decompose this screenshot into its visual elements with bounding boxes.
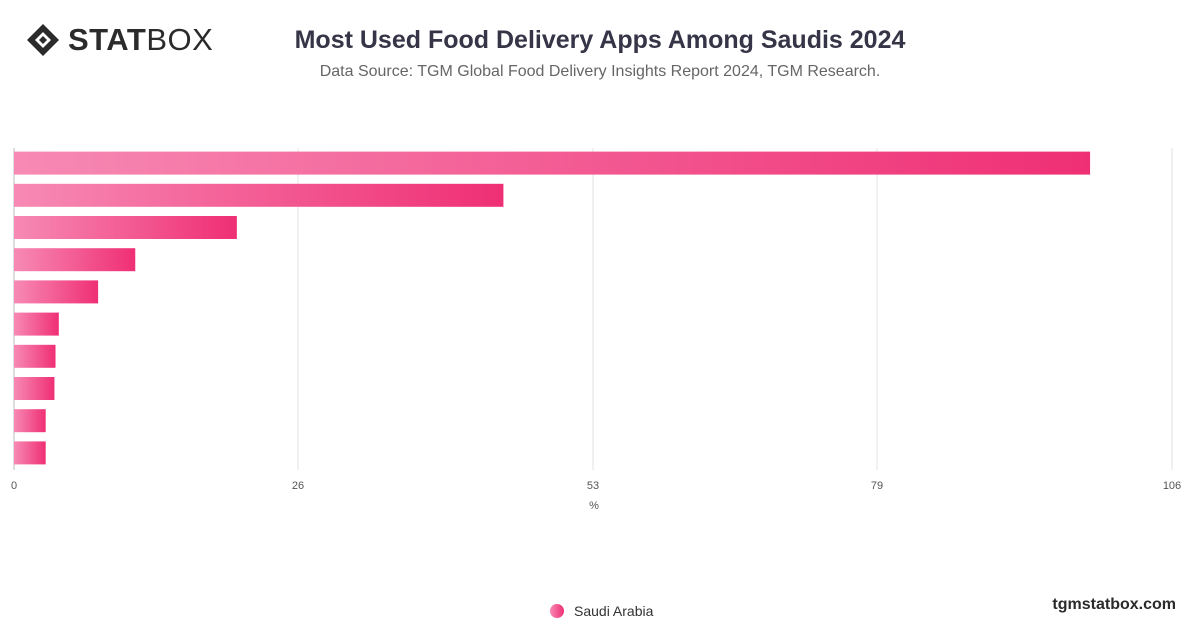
chart-subtitle: Data Source: TGM Global Food Delivery In… [319,63,881,80]
chart-title: Most Used Food Delivery Apps Among Saudi… [294,26,906,54]
bar[interactable] [14,409,46,433]
x-tick-label: 106 [1163,480,1181,492]
footer-site: tgmstatbox.com [1052,596,1176,613]
logo-light-text: BOX [146,22,214,57]
x-tick-label: 79 [871,480,883,492]
bar[interactable] [14,377,55,400]
logo-wordmark: STATBOX [68,22,213,58]
bar[interactable] [14,151,1091,175]
x-tick-label: 0 [11,480,17,492]
bar[interactable] [14,344,56,368]
legend[interactable]: Saudi Arabia [550,602,653,620]
diamond-logo-icon [27,24,59,56]
bar[interactable] [14,183,504,207]
bar[interactable] [14,312,59,336]
bar[interactable] [14,441,46,465]
logo-bold-text: STAT [68,22,147,57]
x-tick-label: 53 [587,480,599,492]
bar[interactable] [14,216,237,239]
bar[interactable] [14,280,99,304]
x-axis-label: % [589,500,599,512]
statbox-logo: STATBOX [26,22,213,58]
legend-label: Saudi Arabia [574,603,654,619]
legend-dot-icon [550,604,564,618]
x-tick-label: 26 [292,480,304,492]
bar[interactable] [14,248,136,272]
